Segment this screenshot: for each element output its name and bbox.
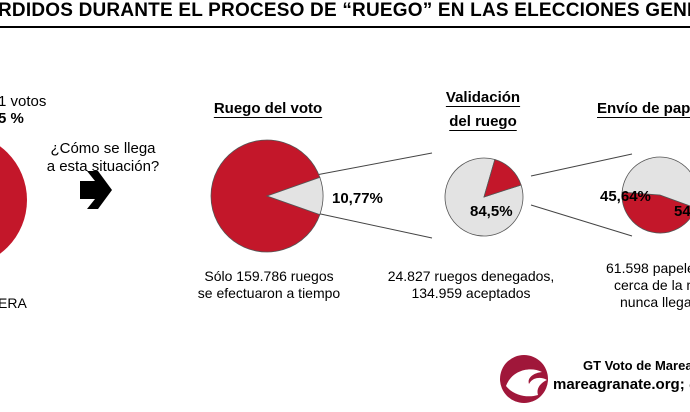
caption-line: nunca llegar [620, 294, 690, 310]
stage-caption: 61.598 papele cerca de la m nunca llegar [606, 260, 690, 311]
caption-line: 61.598 papele [606, 260, 690, 276]
connector-line [530, 204, 633, 237]
pie-validacion-del-ruego [444, 157, 524, 237]
question-line: ¿Cómo se llega [50, 140, 156, 157]
pie-slice [265, 176, 324, 216]
left-pie [0, 146, 27, 254]
pie-envio-de-papeletas [621, 156, 690, 234]
pie-value-label: 84,5% [470, 203, 513, 220]
pie-value-label: 45,64% [600, 188, 651, 205]
connector-line [315, 152, 433, 176]
caption-line: cerca de la m [614, 277, 690, 293]
caption-line: se efectuaron a tiempo [197, 285, 341, 301]
stage-title: Ruego del voto [213, 100, 323, 117]
left-percent-text: 5 % [0, 110, 24, 127]
connector-line [530, 153, 633, 177]
pie-value-label: 10,77% [332, 190, 383, 207]
stage-title-line: Validación [445, 89, 521, 106]
footer-org: GT Voto de Marea [583, 358, 690, 373]
pie-slice [621, 191, 690, 234]
left-votes-text: 1 votos [0, 93, 47, 110]
stage-caption: Sólo 159.786 ruegos se efectuaron a tiem… [186, 268, 352, 302]
stage-title: Validación del ruego [413, 86, 553, 134]
question-text: ¿Cómo se llega a esta situación? [38, 140, 168, 176]
pie-ruego-del-voto [210, 139, 324, 253]
caption-line: 134.959 aceptados [411, 285, 531, 301]
title-rule [0, 26, 690, 28]
pie-value-label: 54 [674, 203, 690, 220]
question-line: a esta situación? [46, 158, 160, 175]
marea-granate-logo [500, 355, 548, 403]
footer-web: mareagranate.org; @ [553, 376, 690, 393]
connector-line [315, 212, 433, 239]
caption-line: 24.827 ruegos denegados, [387, 268, 555, 284]
caption-line: Sólo 159.786 ruegos [204, 268, 334, 284]
stage-title-line: del ruego [449, 113, 517, 130]
left-bottom-text: ERA [0, 295, 27, 311]
stage-title: Envío de pap [597, 100, 690, 117]
pie-slice [621, 156, 690, 207]
stage-caption: 24.827 ruegos denegados, 134.959 aceptad… [383, 268, 559, 302]
arrow-right-icon [80, 171, 112, 209]
pie-slice [210, 139, 321, 253]
page-title: RDIDOS DURANTE EL PROCESO DE “RUEGO” EN … [0, 0, 690, 21]
pie-slice [483, 159, 522, 198]
